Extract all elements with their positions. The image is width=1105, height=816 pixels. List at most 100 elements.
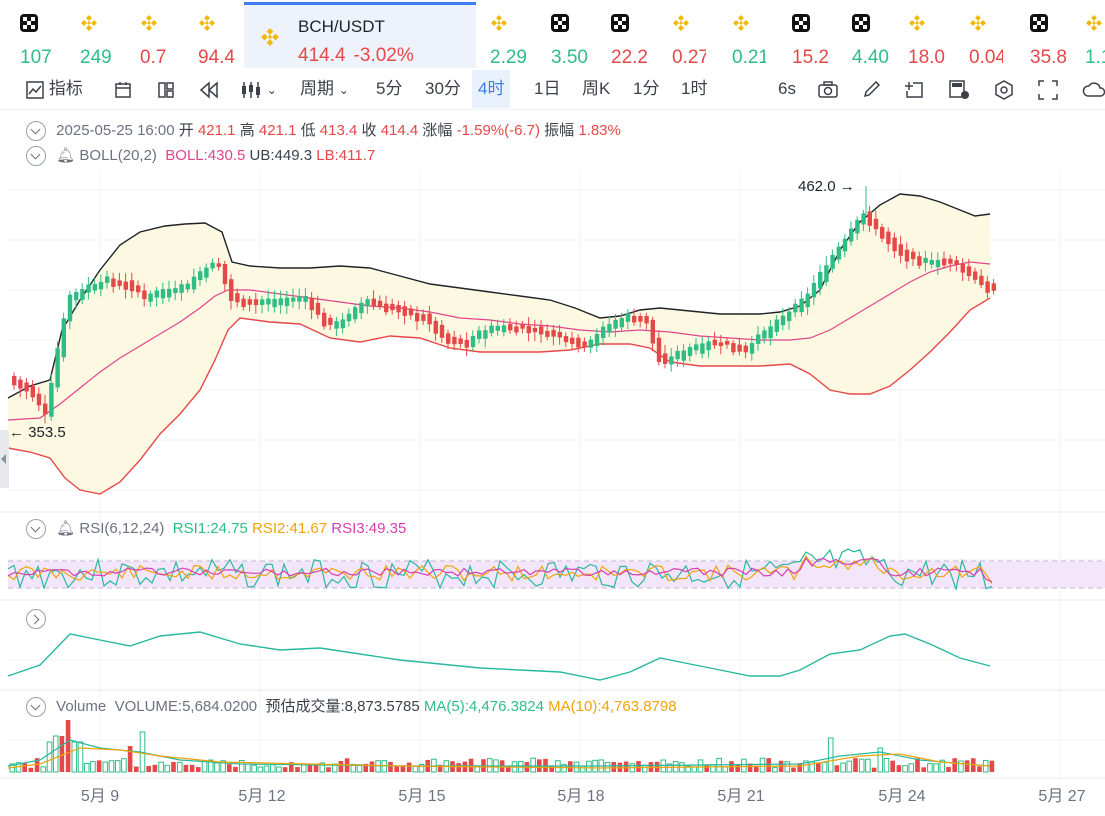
rsi1-value: RSI1:24.75 bbox=[172, 520, 248, 537]
collapse-toggle-icon[interactable] bbox=[26, 146, 46, 167]
draw-button[interactable] bbox=[862, 70, 882, 108]
volume-bar bbox=[220, 760, 226, 773]
pane-collapse-handle[interactable] bbox=[0, 430, 9, 488]
candle-body bbox=[247, 299, 252, 305]
volume-bar bbox=[927, 763, 933, 773]
volume-bar bbox=[530, 757, 536, 773]
x-axis-label: 5月 18 bbox=[557, 788, 604, 805]
cloud-button[interactable] bbox=[1082, 70, 1105, 108]
volume-bar bbox=[418, 763, 425, 773]
volume-bar bbox=[59, 736, 65, 772]
candle-body bbox=[365, 299, 370, 307]
volume-bar bbox=[146, 765, 151, 772]
candle-body bbox=[359, 302, 364, 314]
calendar-button[interactable] bbox=[114, 70, 132, 108]
volume-bar bbox=[34, 758, 40, 772]
interval-tab[interactable]: 30分 bbox=[425, 79, 461, 98]
add-window-button[interactable] bbox=[904, 70, 924, 108]
volume-ma5-line bbox=[7, 739, 991, 767]
interval-tab[interactable]: 1时 bbox=[681, 79, 708, 98]
ticker-value: 35.8 bbox=[1030, 48, 1067, 68]
candle-body bbox=[433, 320, 438, 334]
bell-icon[interactable]: 🔔︎ bbox=[56, 520, 76, 537]
candle-body bbox=[712, 339, 717, 346]
collapse-toggle-icon[interactable] bbox=[26, 697, 46, 718]
boll-lb: LB:411.7 bbox=[316, 147, 376, 164]
screenshot-button[interactable] bbox=[818, 70, 838, 108]
volume-bar bbox=[65, 720, 71, 772]
collapse-toggle-icon[interactable] bbox=[26, 519, 46, 540]
interval-tab[interactable]: 4时 bbox=[472, 70, 511, 108]
indicator-button[interactable]: 指标 bbox=[26, 70, 83, 108]
volume-bar bbox=[915, 758, 920, 772]
volume-bar bbox=[121, 758, 127, 773]
candle-body bbox=[873, 218, 879, 230]
candle-body bbox=[43, 403, 48, 415]
secondary-indicator-pane bbox=[7, 631, 991, 681]
volume-bar bbox=[152, 764, 158, 772]
low-value: 413.4 bbox=[319, 122, 358, 139]
candle-body bbox=[489, 325, 494, 334]
candle-body bbox=[272, 298, 277, 308]
layout-button[interactable] bbox=[157, 70, 175, 108]
chart-type-button[interactable]: ⌄ bbox=[240, 70, 277, 108]
interval-tab[interactable]: 5分 bbox=[376, 79, 403, 98]
volume-ma10: MA(10):4,763.8798 bbox=[548, 698, 677, 715]
rewind-button[interactable] bbox=[199, 70, 219, 108]
volume-bar bbox=[797, 763, 802, 772]
settings-button[interactable] bbox=[994, 70, 1014, 108]
sub-pane-info bbox=[26, 609, 52, 629]
rsi3-value: RSI3:49.35 bbox=[331, 520, 407, 537]
volume-bar bbox=[946, 766, 951, 772]
boll-mid-line bbox=[7, 261, 991, 421]
binance-icon bbox=[140, 14, 158, 32]
refresh-interval[interactable]: 6s bbox=[778, 79, 796, 98]
fullscreen-button[interactable] bbox=[1038, 70, 1058, 108]
candle-body bbox=[818, 271, 823, 289]
volume-bar bbox=[171, 761, 176, 772]
boll-band-fill bbox=[8, 194, 990, 494]
collapse-toggle-icon[interactable] bbox=[26, 121, 46, 142]
candle-body bbox=[278, 298, 283, 306]
candle-body bbox=[694, 344, 699, 351]
candle-body bbox=[532, 327, 538, 333]
candle-body bbox=[520, 324, 525, 329]
volume-bar bbox=[96, 760, 102, 772]
ticker-active-pair[interactable]: BCH/USDT 414.4 -3.02% bbox=[244, 2, 476, 68]
rsi2-value: RSI2:41.67 bbox=[252, 520, 328, 537]
candle-body bbox=[632, 315, 637, 323]
okx-icon bbox=[20, 14, 38, 32]
candle-body bbox=[563, 336, 569, 343]
expand-toggle-icon[interactable] bbox=[26, 609, 46, 629]
volume-bar bbox=[46, 741, 53, 773]
ticker-value: 0.04 bbox=[969, 48, 1003, 68]
candle-body bbox=[718, 342, 724, 347]
volume-bar bbox=[766, 758, 771, 772]
calculator-button[interactable] bbox=[948, 70, 970, 108]
candle-body bbox=[656, 337, 662, 363]
candle-body bbox=[253, 299, 259, 306]
candle-body bbox=[185, 283, 190, 290]
candle-body bbox=[663, 353, 668, 364]
high-value: 421.1 bbox=[258, 122, 297, 139]
bell-icon[interactable]: 🔔︎ bbox=[56, 147, 76, 164]
binance-icon bbox=[908, 14, 926, 32]
okx-icon bbox=[1030, 14, 1048, 32]
interval-tab[interactable]: 1日 bbox=[534, 79, 561, 98]
binance-icon bbox=[732, 14, 750, 32]
volume-ma10-line bbox=[7, 747, 991, 769]
volume-bar bbox=[735, 764, 740, 772]
interval-tab[interactable]: 周K bbox=[582, 79, 611, 98]
interval-tab[interactable]: 1分 bbox=[633, 79, 660, 98]
candle-body bbox=[235, 293, 240, 303]
candle-body bbox=[408, 308, 414, 316]
volume-bar bbox=[958, 760, 964, 773]
volume-bar bbox=[759, 757, 766, 773]
candle-body bbox=[377, 300, 383, 307]
candle-body bbox=[551, 329, 556, 337]
volume-bar bbox=[251, 764, 257, 773]
period-dropdown[interactable]: 周期 ⌄ bbox=[300, 70, 349, 108]
candle-body bbox=[842, 238, 848, 252]
candle-body bbox=[173, 288, 178, 294]
